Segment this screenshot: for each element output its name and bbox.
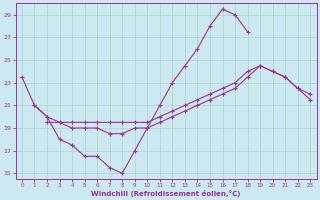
X-axis label: Windchill (Refroidissement éolien,°C): Windchill (Refroidissement éolien,°C) (92, 190, 241, 197)
